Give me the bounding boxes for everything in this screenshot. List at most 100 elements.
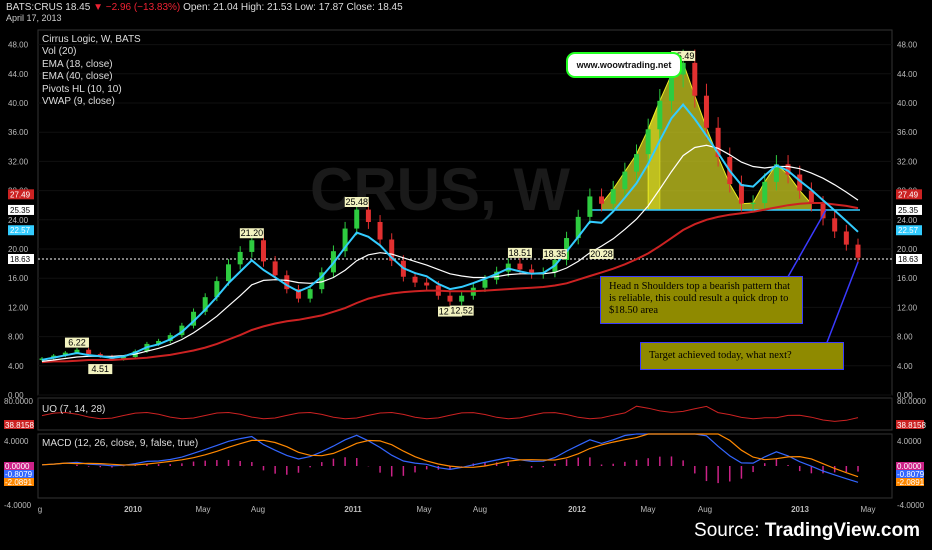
macd-line: [41, 433, 859, 483]
y-tick-left: 0.00: [8, 391, 24, 400]
ohlc-values: Open: 21.04 High: 21.53 Low: 17.87 Close…: [183, 2, 403, 13]
pivot-label: 6.22: [68, 338, 86, 348]
y-tick-right: 32.00: [897, 157, 918, 166]
candle-body: [564, 238, 570, 260]
candle-body: [412, 276, 418, 283]
candle-body: [260, 240, 266, 262]
macd-label: MACD (12, 26, close, 9, false, true): [42, 438, 199, 449]
macd-badge-text: -0.8079: [897, 470, 925, 479]
candle-body: [517, 263, 523, 270]
x-tick: May: [640, 505, 655, 514]
x-tick: 2013: [791, 505, 809, 514]
macd-badge-text: -2.0891: [897, 478, 925, 487]
candle-body: [167, 335, 173, 341]
y-tick-left: 40.00: [8, 99, 29, 108]
candle-body: [692, 62, 698, 96]
macd-tick: -4.0000: [897, 501, 925, 510]
candle-body: [634, 154, 640, 172]
uo-badge-left: [4, 420, 34, 429]
candle-body: [459, 295, 465, 302]
candle-body: [389, 239, 395, 261]
candle-body: [295, 289, 301, 299]
signal-line: [41, 433, 859, 478]
candle-body: [529, 269, 535, 274]
candle-body: [202, 297, 208, 312]
axis-badge-right-text: 25.35: [898, 206, 919, 215]
x-tick: 2011: [344, 505, 362, 514]
candle-body: [843, 231, 849, 245]
candle-body: [575, 216, 581, 239]
axis-badge-right: [896, 254, 922, 265]
candle-body: [319, 272, 325, 290]
macd-badge: [896, 470, 924, 478]
candle-body: [610, 189, 616, 204]
pivot-label: 21.20: [241, 228, 264, 238]
y-tick-left: 16.00: [8, 274, 29, 283]
candle-body: [599, 196, 605, 204]
x-tick: Aug: [251, 505, 265, 514]
price-change: ▼ −2.96 (−13.83%): [93, 2, 181, 13]
candle-body: [622, 171, 628, 190]
macd-badge-text: 0.0000: [897, 462, 922, 471]
pivot-label: 20.28: [590, 249, 613, 259]
macd-badge: [896, 478, 924, 486]
candle-body: [855, 244, 861, 258]
uo-label: UO (7, 14, 28): [42, 404, 106, 415]
macd-tick: 4.0000: [897, 437, 922, 446]
candle-body: [342, 228, 348, 252]
candle-body: [284, 275, 290, 290]
axis-badge-right: [896, 204, 922, 215]
ema40-line: [41, 202, 859, 364]
macd-tick: -4.0000: [4, 501, 32, 510]
pattern-note: Head n Shoulders top a bearish pattern t…: [600, 276, 803, 324]
candle-body: [226, 264, 232, 282]
axis-badge-right-text: 27.49: [898, 190, 919, 199]
axis-badge-left-text: 22.57: [10, 226, 31, 235]
candle-body: [377, 221, 383, 240]
pivot-label: 18.35: [544, 249, 567, 259]
pivot-label: 45.49: [672, 51, 695, 61]
website-callout: www.woowtrading.net: [566, 52, 682, 78]
y-tick-right: 12.00: [897, 303, 918, 312]
y-tick-left: 12.00: [8, 303, 29, 312]
axis-badge-left: [8, 254, 34, 265]
pivot-label: 12.52: [450, 306, 473, 316]
candle-body: [214, 281, 220, 298]
y-tick-right: 24.00: [897, 216, 918, 225]
axis-badge-left-text: 18.63: [10, 255, 31, 264]
y-tick-right: 16.00: [897, 274, 918, 283]
chart-date: April 17, 2013: [6, 13, 62, 23]
pivot-label-bg: [589, 248, 614, 259]
x-tick: 2010: [124, 505, 142, 514]
y-tick-left: 8.00: [8, 333, 24, 342]
candle-body: [820, 203, 826, 219]
y-tick-left: 4.00: [8, 362, 24, 371]
last-price: 18.45: [65, 2, 91, 13]
axis-badge-right-text: 22.57: [898, 226, 919, 235]
y-tick-right: 8.00: [897, 333, 913, 342]
candle-body: [773, 164, 779, 182]
y-tick-right: 44.00: [897, 70, 918, 79]
macd-badge-left-text: -2.0891: [5, 478, 33, 487]
legend-item: Cirrus Logic, W, BATS: [42, 34, 141, 45]
uo-tick: 80.0000: [897, 397, 926, 406]
candle-body: [482, 279, 488, 288]
y-tick-left: 20.00: [8, 245, 29, 254]
candle-body: [424, 282, 430, 286]
candle-body: [715, 127, 721, 158]
watermark: CRUS, W: [310, 156, 570, 223]
y-tick-left: 32.00: [8, 157, 29, 166]
x-tick: May: [195, 505, 210, 514]
candle-body: [832, 218, 838, 232]
x-tick: Aug: [698, 505, 712, 514]
pivot-label-bg: [542, 249, 567, 260]
target-note: Target achieved today, what next?: [640, 342, 844, 370]
source-prefix: Source:: [694, 520, 765, 541]
macd-badge-left-text: -0.8079: [5, 470, 33, 479]
source-credit: Source: TradingView.com: [694, 520, 920, 542]
macd-pane-frame: [37, 433, 893, 499]
x-tick: g: [38, 505, 42, 514]
axis-badge-left: [8, 225, 34, 236]
candle-body: [750, 203, 756, 205]
axis-badge-left: [8, 189, 34, 200]
